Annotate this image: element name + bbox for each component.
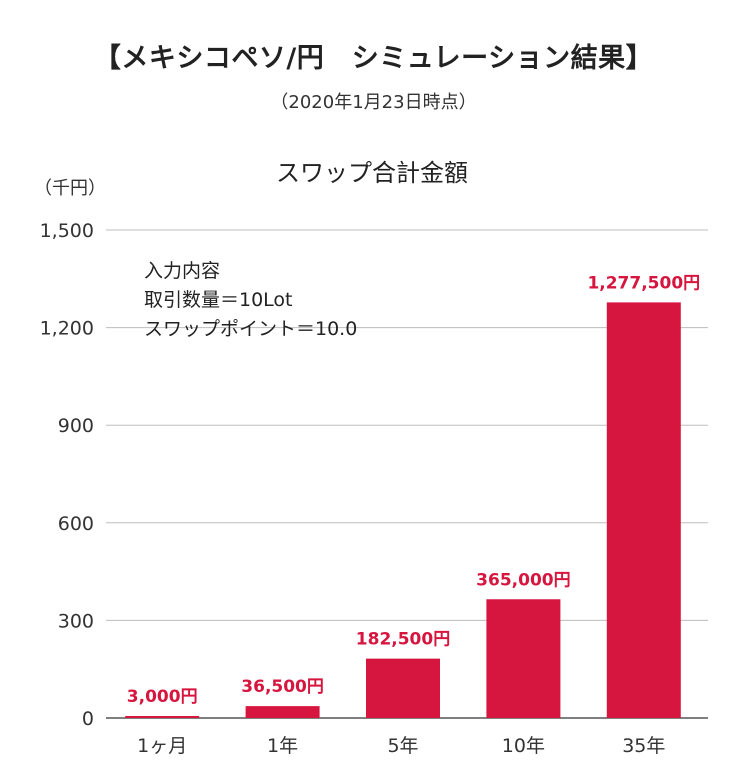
data-label: 36,500円 <box>241 677 324 697</box>
x-tick-label: 1ヶ月 <box>137 735 187 757</box>
bar-5 <box>606 302 681 718</box>
data-label: 182,500円 <box>356 630 450 650</box>
page-title: 【メキシコペソ/円 シミュレーション結果】 <box>93 43 654 74</box>
bar-2 <box>245 706 320 718</box>
annotation-line: スワップポイント＝10.0 <box>144 318 357 340</box>
x-tick-label: 10年 <box>502 735 545 757</box>
x-tick-label: 35年 <box>622 735 665 757</box>
data-label: 3,000円 <box>127 687 198 707</box>
x-tick-label: 1年 <box>267 735 298 757</box>
y-tick-label: 1,200 <box>40 318 94 340</box>
bar-3 <box>366 658 440 718</box>
y-tick-label: 0 <box>82 708 94 730</box>
y-tick-label: 900 <box>58 415 94 437</box>
data-label: 1,277,500円 <box>587 273 700 293</box>
annotation-line: 入力内容 <box>144 260 220 282</box>
bar-4 <box>486 599 561 718</box>
y-tick-label: 600 <box>58 513 94 535</box>
annotation-line: 取引数量＝10Lot <box>144 289 293 311</box>
x-tick-label: 5年 <box>387 735 418 757</box>
y-tick-label: 300 <box>58 610 94 632</box>
bar-1 <box>125 716 200 718</box>
y-tick-label: 1,500 <box>40 220 94 242</box>
chart-title: スワップ合計金額 <box>276 159 468 187</box>
page-subtitle: （2020年1月23日時点） <box>270 92 477 113</box>
data-label: 365,000円 <box>476 570 570 590</box>
y-axis-label: （千円） <box>34 178 106 199</box>
